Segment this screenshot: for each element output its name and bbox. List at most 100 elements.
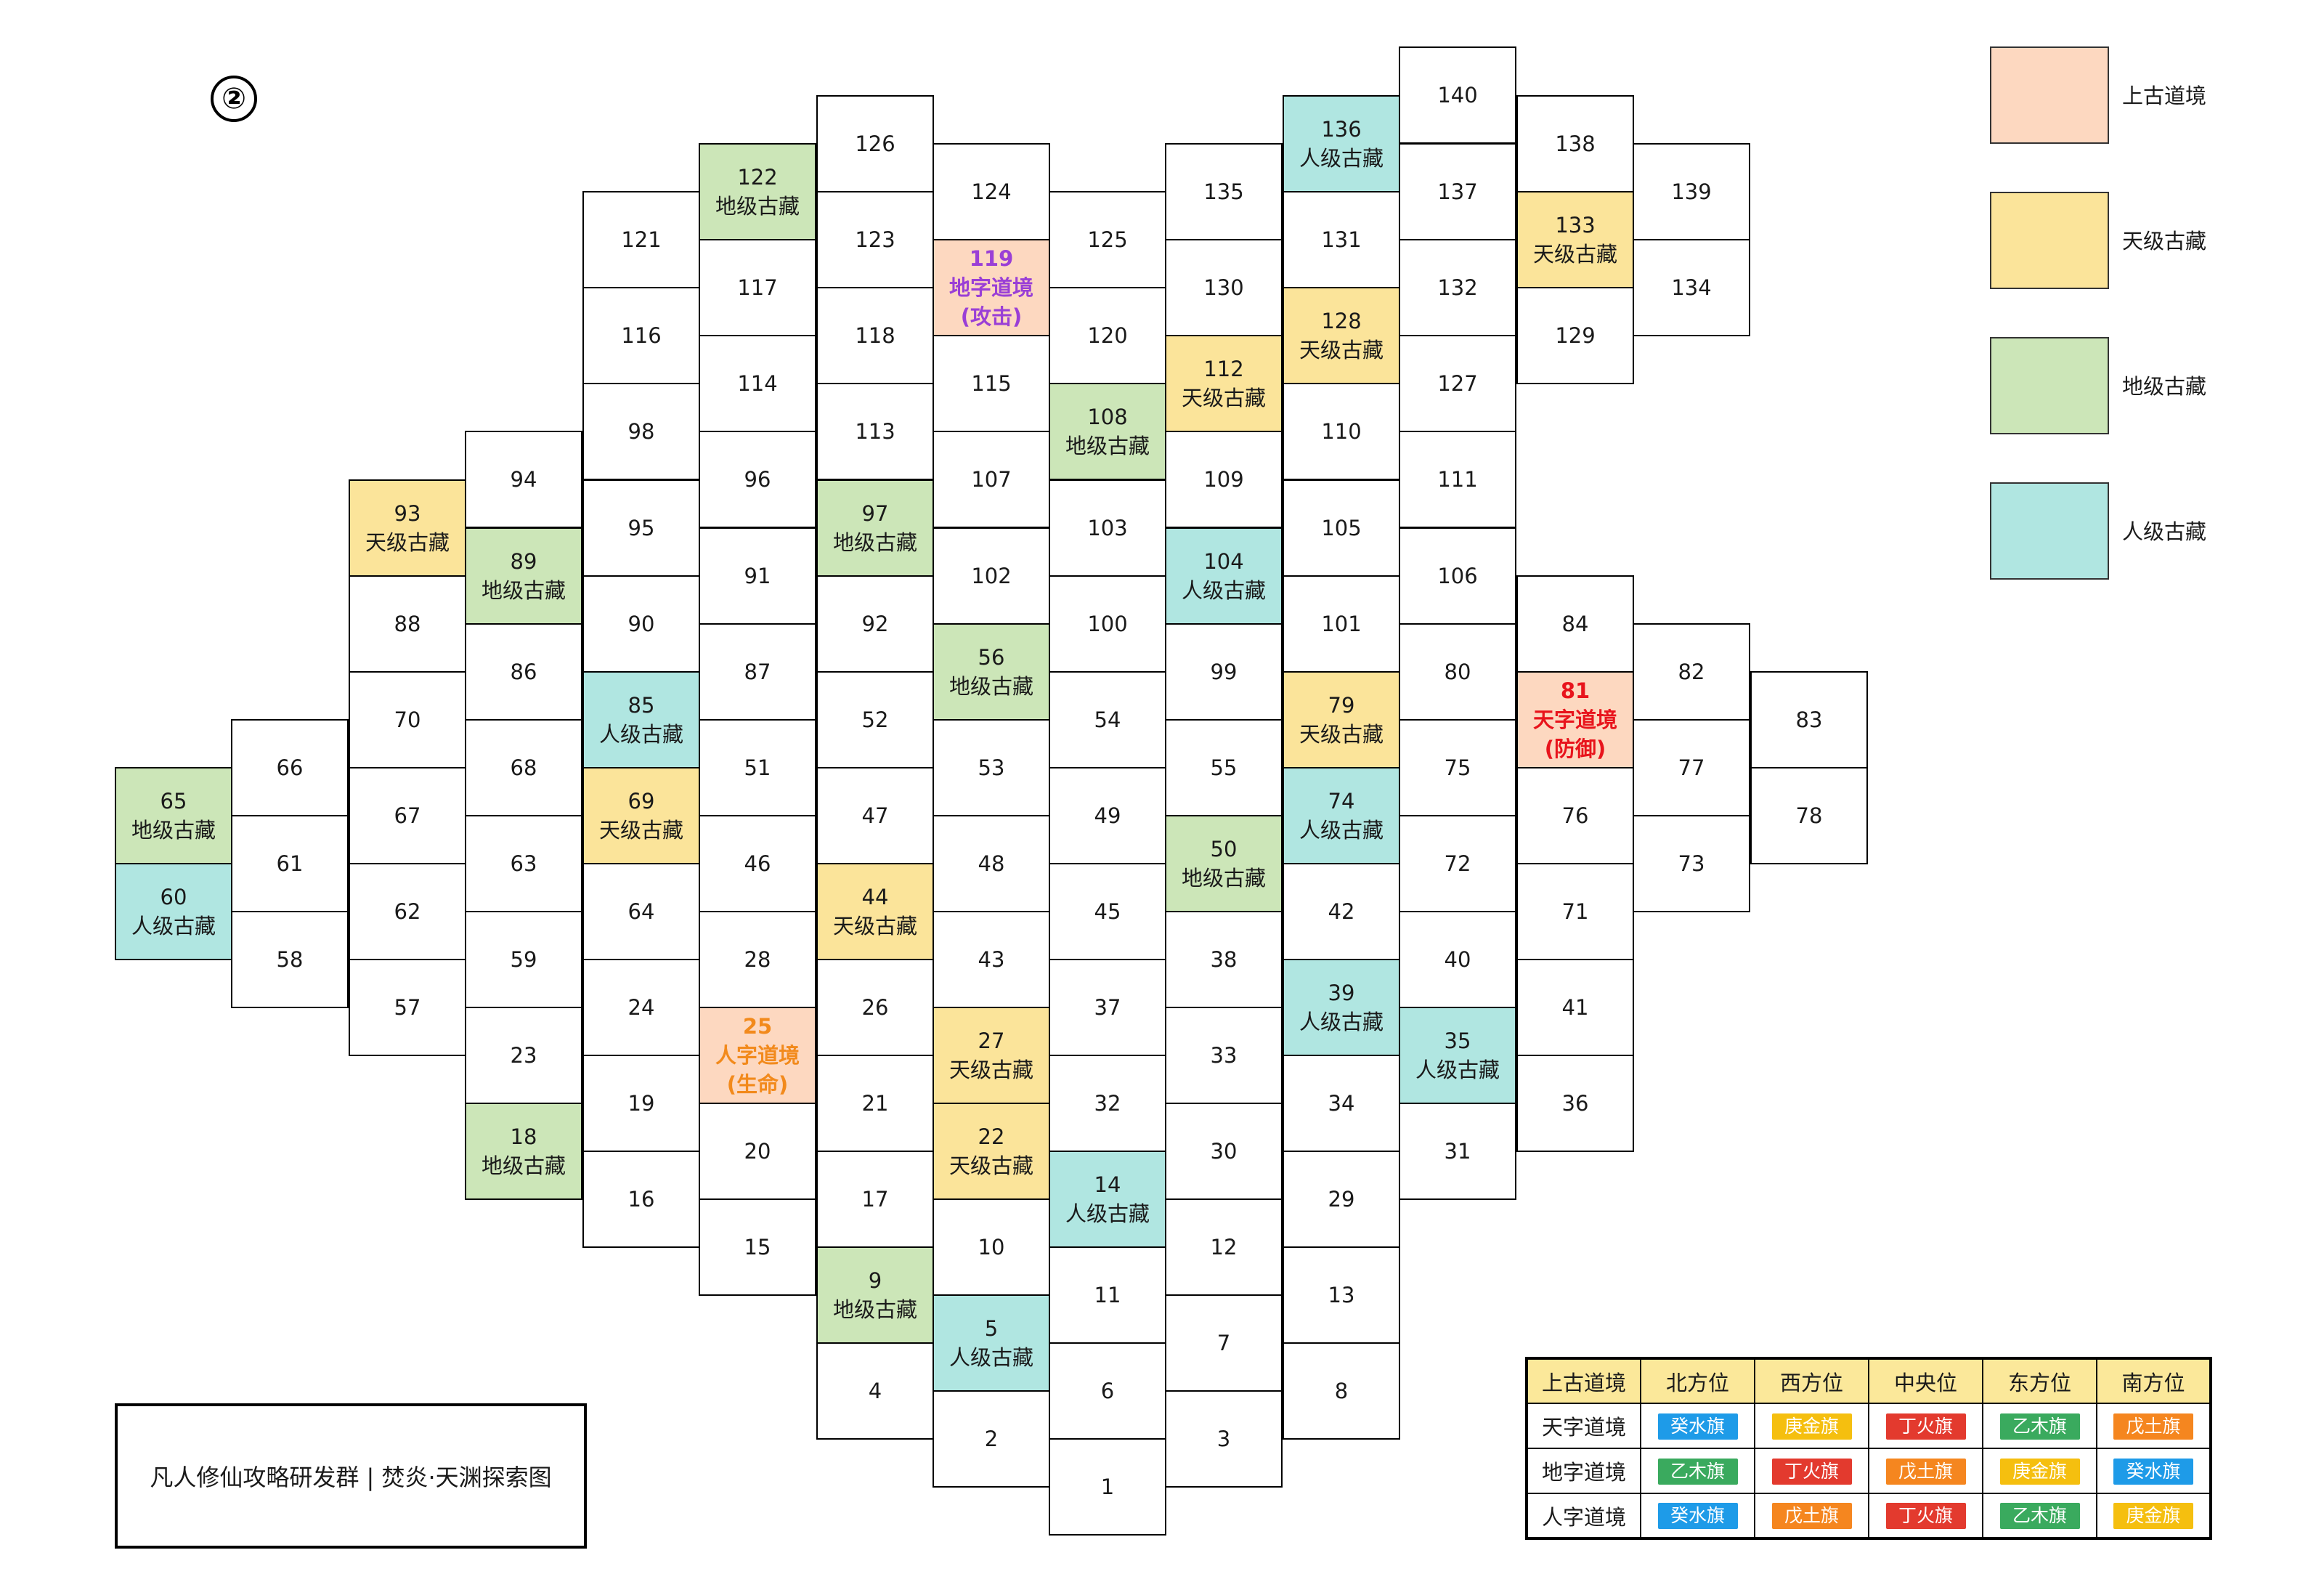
cell-number: 64: [627, 899, 655, 924]
map-cell-108: 108 地级古藏: [1049, 383, 1166, 480]
cell-number: 32: [1094, 1091, 1121, 1116]
cell-number: 98: [627, 419, 655, 444]
map-cell-38: 38: [1165, 911, 1283, 1008]
map-cell-68: 68: [465, 719, 582, 816]
cell-type-label: 人级古藏: [598, 722, 683, 747]
cell-type-label: 地级古藏: [832, 530, 917, 555]
table-cell: 乙木旗: [1982, 1493, 2097, 1539]
map-number-marker: ②: [211, 76, 257, 122]
map-cell-43: 43: [933, 911, 1050, 1008]
table-cell: 庚金旗: [1982, 1448, 2097, 1494]
cell-number: 39: [1328, 981, 1355, 1005]
table-cell: 癸水旗: [1640, 1403, 1755, 1449]
cell-number: 72: [1444, 851, 1471, 876]
flag-badge: 癸水旗: [1657, 1503, 1738, 1529]
map-cell-84: 84: [1516, 575, 1634, 673]
cell-number: 103: [1087, 516, 1128, 540]
cell-number: 104: [1203, 549, 1244, 574]
legend-swatch: [1990, 192, 2109, 289]
map-cell-52: 52: [816, 671, 934, 768]
cell-number: 138: [1555, 131, 1596, 156]
map-cell-8: 8: [1283, 1342, 1400, 1440]
cell-number: 78: [1795, 803, 1823, 828]
map-cell-133: 133 天级古藏: [1516, 191, 1634, 288]
table-cell: 丁火旗: [1868, 1493, 1983, 1539]
cell-number: 122: [737, 165, 778, 190]
cell-number: 76: [1561, 803, 1589, 828]
cell-number: 121: [621, 227, 662, 252]
cell-number: 58: [276, 947, 304, 972]
cell-number: 120: [1087, 323, 1128, 348]
cell-number: 97: [861, 501, 889, 526]
cell-number: 75: [1444, 755, 1471, 780]
cell-number: 15: [744, 1235, 771, 1259]
map-cell-42: 42: [1283, 863, 1400, 960]
cell-number: 81: [1560, 678, 1590, 703]
cell-type-label: 人级古藏: [1299, 818, 1384, 843]
map-cell-54: 54: [1049, 671, 1166, 768]
cell-number: 116: [621, 323, 662, 348]
map-cell-137: 137: [1399, 143, 1516, 240]
map-cell-79: 79 天级古藏: [1283, 671, 1400, 768]
cell-number: 108: [1087, 405, 1128, 429]
map-cell-117: 117: [699, 239, 816, 336]
cell-number: 111: [1437, 467, 1478, 492]
map-cell-86: 86: [465, 623, 582, 721]
flag-badge: 庚金旗: [1999, 1458, 2080, 1485]
map-cell-48: 48: [933, 815, 1050, 912]
map-cell-129: 129: [1516, 287, 1634, 384]
legend-label: 人级古藏: [2122, 519, 2207, 544]
map-cell-109: 109: [1165, 431, 1283, 528]
legend-label: 天级古藏: [2122, 229, 2207, 253]
cell-number: 60: [160, 885, 187, 909]
map-cell-64: 64: [582, 863, 700, 960]
cell-number: 124: [971, 179, 1012, 204]
cell-type-label: 人级古藏: [1065, 1201, 1150, 1226]
map-cell-93: 93 天级古藏: [349, 479, 466, 577]
cell-number: 21: [861, 1091, 889, 1116]
cell-number: 129: [1555, 323, 1596, 348]
cell-number: 127: [1437, 371, 1478, 396]
legend-swatch: [1990, 482, 2109, 580]
cell-number: 23: [510, 1043, 537, 1068]
map-cell-131: 131: [1283, 191, 1400, 288]
map-cell-60: 60 人级古藏: [115, 863, 232, 960]
cell-number: 4: [868, 1379, 882, 1403]
cell-type-label: 天级古藏: [1532, 242, 1617, 267]
map-cell-114: 114: [699, 335, 816, 432]
cell-type-label: 地字道境: [948, 275, 1033, 300]
map-cell-101: 101: [1283, 575, 1400, 673]
cell-number: 96: [744, 467, 771, 492]
cell-number: 119: [969, 246, 1014, 271]
map-cell-113: 113: [816, 383, 934, 480]
cell-number: 102: [971, 564, 1012, 588]
cell-number: 100: [1087, 612, 1128, 636]
cell-number: 105: [1321, 516, 1362, 540]
cell-number: 80: [1444, 660, 1471, 684]
table-header-row: 上古道境 北方位 西方位 中央位 东方位 南方位: [1526, 1358, 2211, 1404]
cell-type-label: 地级古藏: [1181, 866, 1266, 891]
table-cell: 癸水旗: [1640, 1493, 1755, 1539]
table-header: 南方位: [2096, 1358, 2211, 1404]
map-cell-59: 59: [465, 911, 582, 1008]
cell-number: 16: [627, 1187, 655, 1212]
map-cell-127: 127: [1399, 335, 1516, 432]
cell-number: 29: [1328, 1187, 1355, 1212]
cell-type-label: 人级古藏: [1415, 1058, 1500, 1082]
cell-number: 25: [742, 1014, 773, 1039]
map-cell-12: 12: [1165, 1198, 1283, 1296]
cell-number: 126: [855, 131, 895, 156]
map-cell-49: 49: [1049, 767, 1166, 864]
map-cell-71: 71: [1516, 863, 1634, 960]
cell-type-label: 地级古藏: [948, 674, 1033, 699]
cell-number: 44: [861, 885, 889, 909]
map-cell-32: 32: [1049, 1055, 1166, 1152]
cell-type-label: 人级古藏: [1299, 146, 1384, 171]
flag-badge: 乙木旗: [1657, 1458, 1738, 1485]
map-cell-6: 6: [1049, 1342, 1166, 1440]
cell-number: 12: [1210, 1235, 1238, 1259]
map-cell-103: 103: [1049, 479, 1166, 577]
flag-badge: 癸水旗: [1657, 1413, 1738, 1440]
map-cell-25: 25 人字道境 (生命): [699, 1007, 816, 1104]
cell-number: 19: [627, 1091, 655, 1116]
